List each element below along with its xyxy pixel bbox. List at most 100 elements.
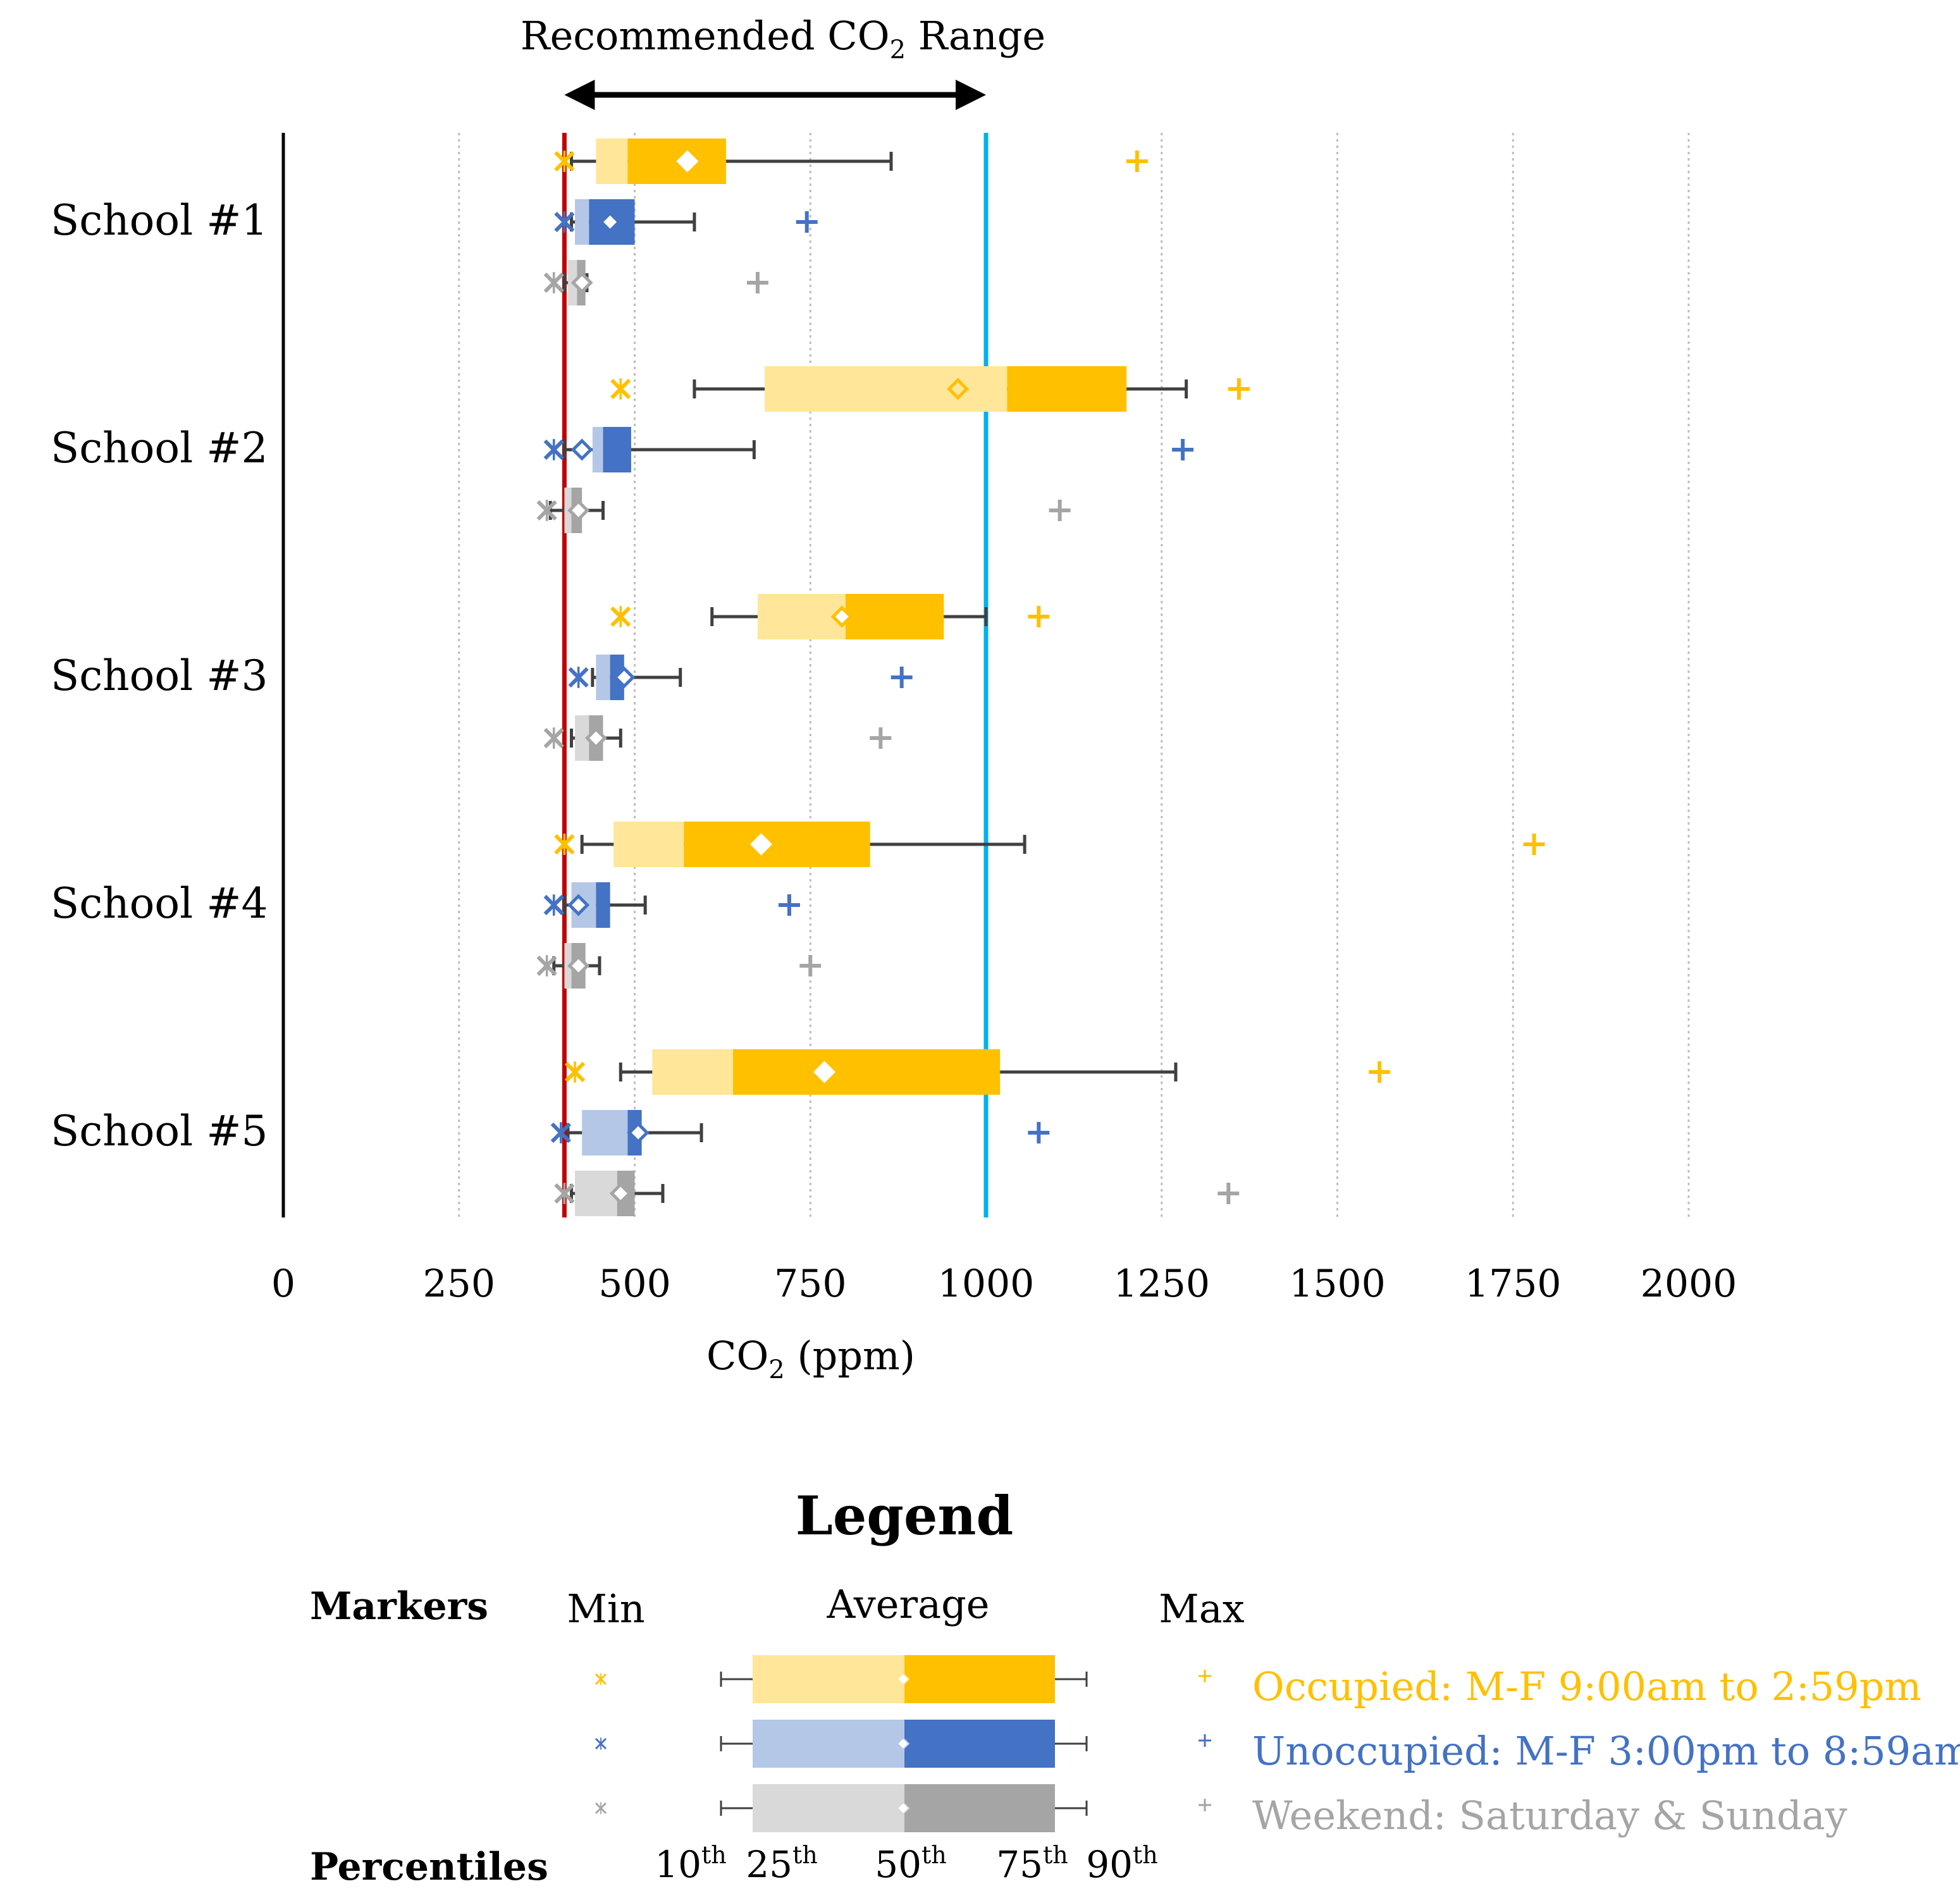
occupied-upper-box <box>1007 366 1127 412</box>
school-label: School #5 <box>51 1107 268 1155</box>
range-arrow-right-head <box>956 80 986 110</box>
occupied-max-marker <box>1369 1061 1391 1083</box>
weekend-min-marker <box>536 955 557 977</box>
unoccupied-max-marker <box>796 211 818 233</box>
unoccupied-min-marker <box>543 439 564 460</box>
unoccupied-max-marker <box>891 667 913 688</box>
weekend-lower-box <box>575 715 589 761</box>
y-axis: School #1 School #2 School #3 School #4 Scho… <box>51 133 285 1217</box>
legend-lower-box <box>753 1720 904 1768</box>
legend-upper-box <box>904 1720 1055 1768</box>
weekend-max-marker <box>799 955 822 977</box>
occupied-average-marker <box>947 378 970 400</box>
legend-max-label: Max <box>1159 1586 1244 1632</box>
legend-weekend-label: Weekend: Saturday & Sunday <box>1252 1792 1847 1839</box>
unoccupied-lower-box <box>582 1110 628 1155</box>
gridlines <box>458 133 1690 1217</box>
x-tick-label: 250 <box>422 1262 495 1306</box>
weekend-min-marker <box>543 272 564 293</box>
legend-min-marker <box>595 1737 607 1750</box>
recommended-range-arrow <box>564 80 986 110</box>
unoccupied-upper-box <box>603 427 631 472</box>
occupied-lower-box <box>757 594 846 639</box>
occupied-max-marker <box>1126 151 1148 172</box>
weekend-average-marker <box>584 727 607 749</box>
legend-percentile-tick: 90th <box>1086 1841 1158 1886</box>
x-tick-label: 1500 <box>1289 1262 1386 1306</box>
school-group <box>536 822 1545 989</box>
school-label: School #3 <box>51 651 268 700</box>
legend-heading: Legend <box>796 1484 1014 1547</box>
box-plots <box>536 139 1545 1216</box>
occupied-min-marker <box>554 834 575 855</box>
occupied-min-marker <box>610 606 631 627</box>
unoccupied-upper-box <box>596 882 610 928</box>
occupied-max-marker <box>1028 606 1050 627</box>
legend-occupied-label: Occupied: M-F 9:00am to 2:59pm <box>1252 1663 1921 1710</box>
legend-lower-box <box>753 1784 904 1832</box>
weekend-max-marker <box>1217 1183 1240 1204</box>
occupied-average-marker <box>749 833 773 856</box>
unoccupied-lower-box <box>596 655 610 700</box>
legend-upper-box <box>904 1655 1055 1703</box>
unoccupied-average-marker <box>599 211 622 233</box>
legend-row-occupied <box>595 1655 1211 1703</box>
legend-average-label: Average <box>827 1581 990 1627</box>
weekend-average-marker <box>567 499 590 522</box>
legend-percentiles-label: Percentiles <box>310 1845 548 1889</box>
weekend-max-marker <box>1049 500 1071 521</box>
occupied-average-marker <box>830 605 853 628</box>
unoccupied-average-marker <box>613 666 636 689</box>
legend-min-marker <box>595 1673 607 1685</box>
legend-max-marker <box>1199 1734 1211 1747</box>
legend-lower-box <box>753 1655 904 1703</box>
legend-percentile-tick: 50th <box>875 1841 947 1886</box>
unoccupied-box <box>562 427 756 472</box>
school-group <box>550 1049 1391 1216</box>
legend-average-marker <box>896 1737 910 1751</box>
unoccupied-min-marker <box>554 211 575 233</box>
occupied-min-marker <box>554 151 575 172</box>
school-label: School #1 <box>51 196 268 245</box>
x-tick-label: 750 <box>774 1262 847 1306</box>
school-label: School #4 <box>51 879 268 928</box>
legend-rows <box>595 1655 1211 1832</box>
occupied-lower-box <box>652 1049 734 1095</box>
x-tick-label: 1000 <box>938 1262 1035 1306</box>
unoccupied-max-marker <box>1028 1122 1050 1143</box>
legend-max-marker <box>1199 1670 1211 1682</box>
legend-min-marker <box>595 1802 607 1815</box>
x-axis: 0 250 500 750 1000 1250 1500 1750 2000 <box>271 1262 1737 1306</box>
legend-percentile-ticks: 10th 25th 50th 75th 90th <box>655 1841 1158 1886</box>
legend-percentile-tick: 25th <box>746 1841 818 1886</box>
weekend-max-marker <box>746 272 768 293</box>
x-tick-label: 2000 <box>1641 1262 1737 1306</box>
occupied-box <box>693 366 1188 412</box>
weekend-average-marker <box>570 271 593 294</box>
unoccupied-box <box>591 655 682 700</box>
occupied-box <box>570 139 893 184</box>
occupied-average-marker <box>676 150 699 173</box>
range-arrow-left-head <box>564 80 595 110</box>
unoccupied-min-marker <box>568 667 589 688</box>
unoccupied-average-marker <box>567 894 590 916</box>
weekend-min-marker <box>536 500 557 521</box>
unoccupied-lower-box <box>592 427 603 472</box>
weekend-max-marker <box>870 727 892 749</box>
legend-min-label: Min <box>567 1586 644 1632</box>
weekend-average-marker <box>609 1182 632 1205</box>
occupied-box <box>580 822 1026 867</box>
school-group <box>536 366 1250 533</box>
occupied-min-marker <box>610 378 631 400</box>
legend-percentile-tick: 10th <box>655 1841 727 1886</box>
x-tick-label: 500 <box>598 1262 671 1306</box>
occupied-upper-box <box>684 822 870 867</box>
legend-average-marker <box>896 1801 910 1815</box>
x-tick-label: 0 <box>271 1262 295 1306</box>
school-group <box>543 594 1050 761</box>
weekend-average-marker <box>567 954 590 977</box>
occupied-upper-box <box>845 594 944 639</box>
unoccupied-min-marker <box>550 1122 571 1143</box>
unoccupied-min-marker <box>543 894 564 916</box>
